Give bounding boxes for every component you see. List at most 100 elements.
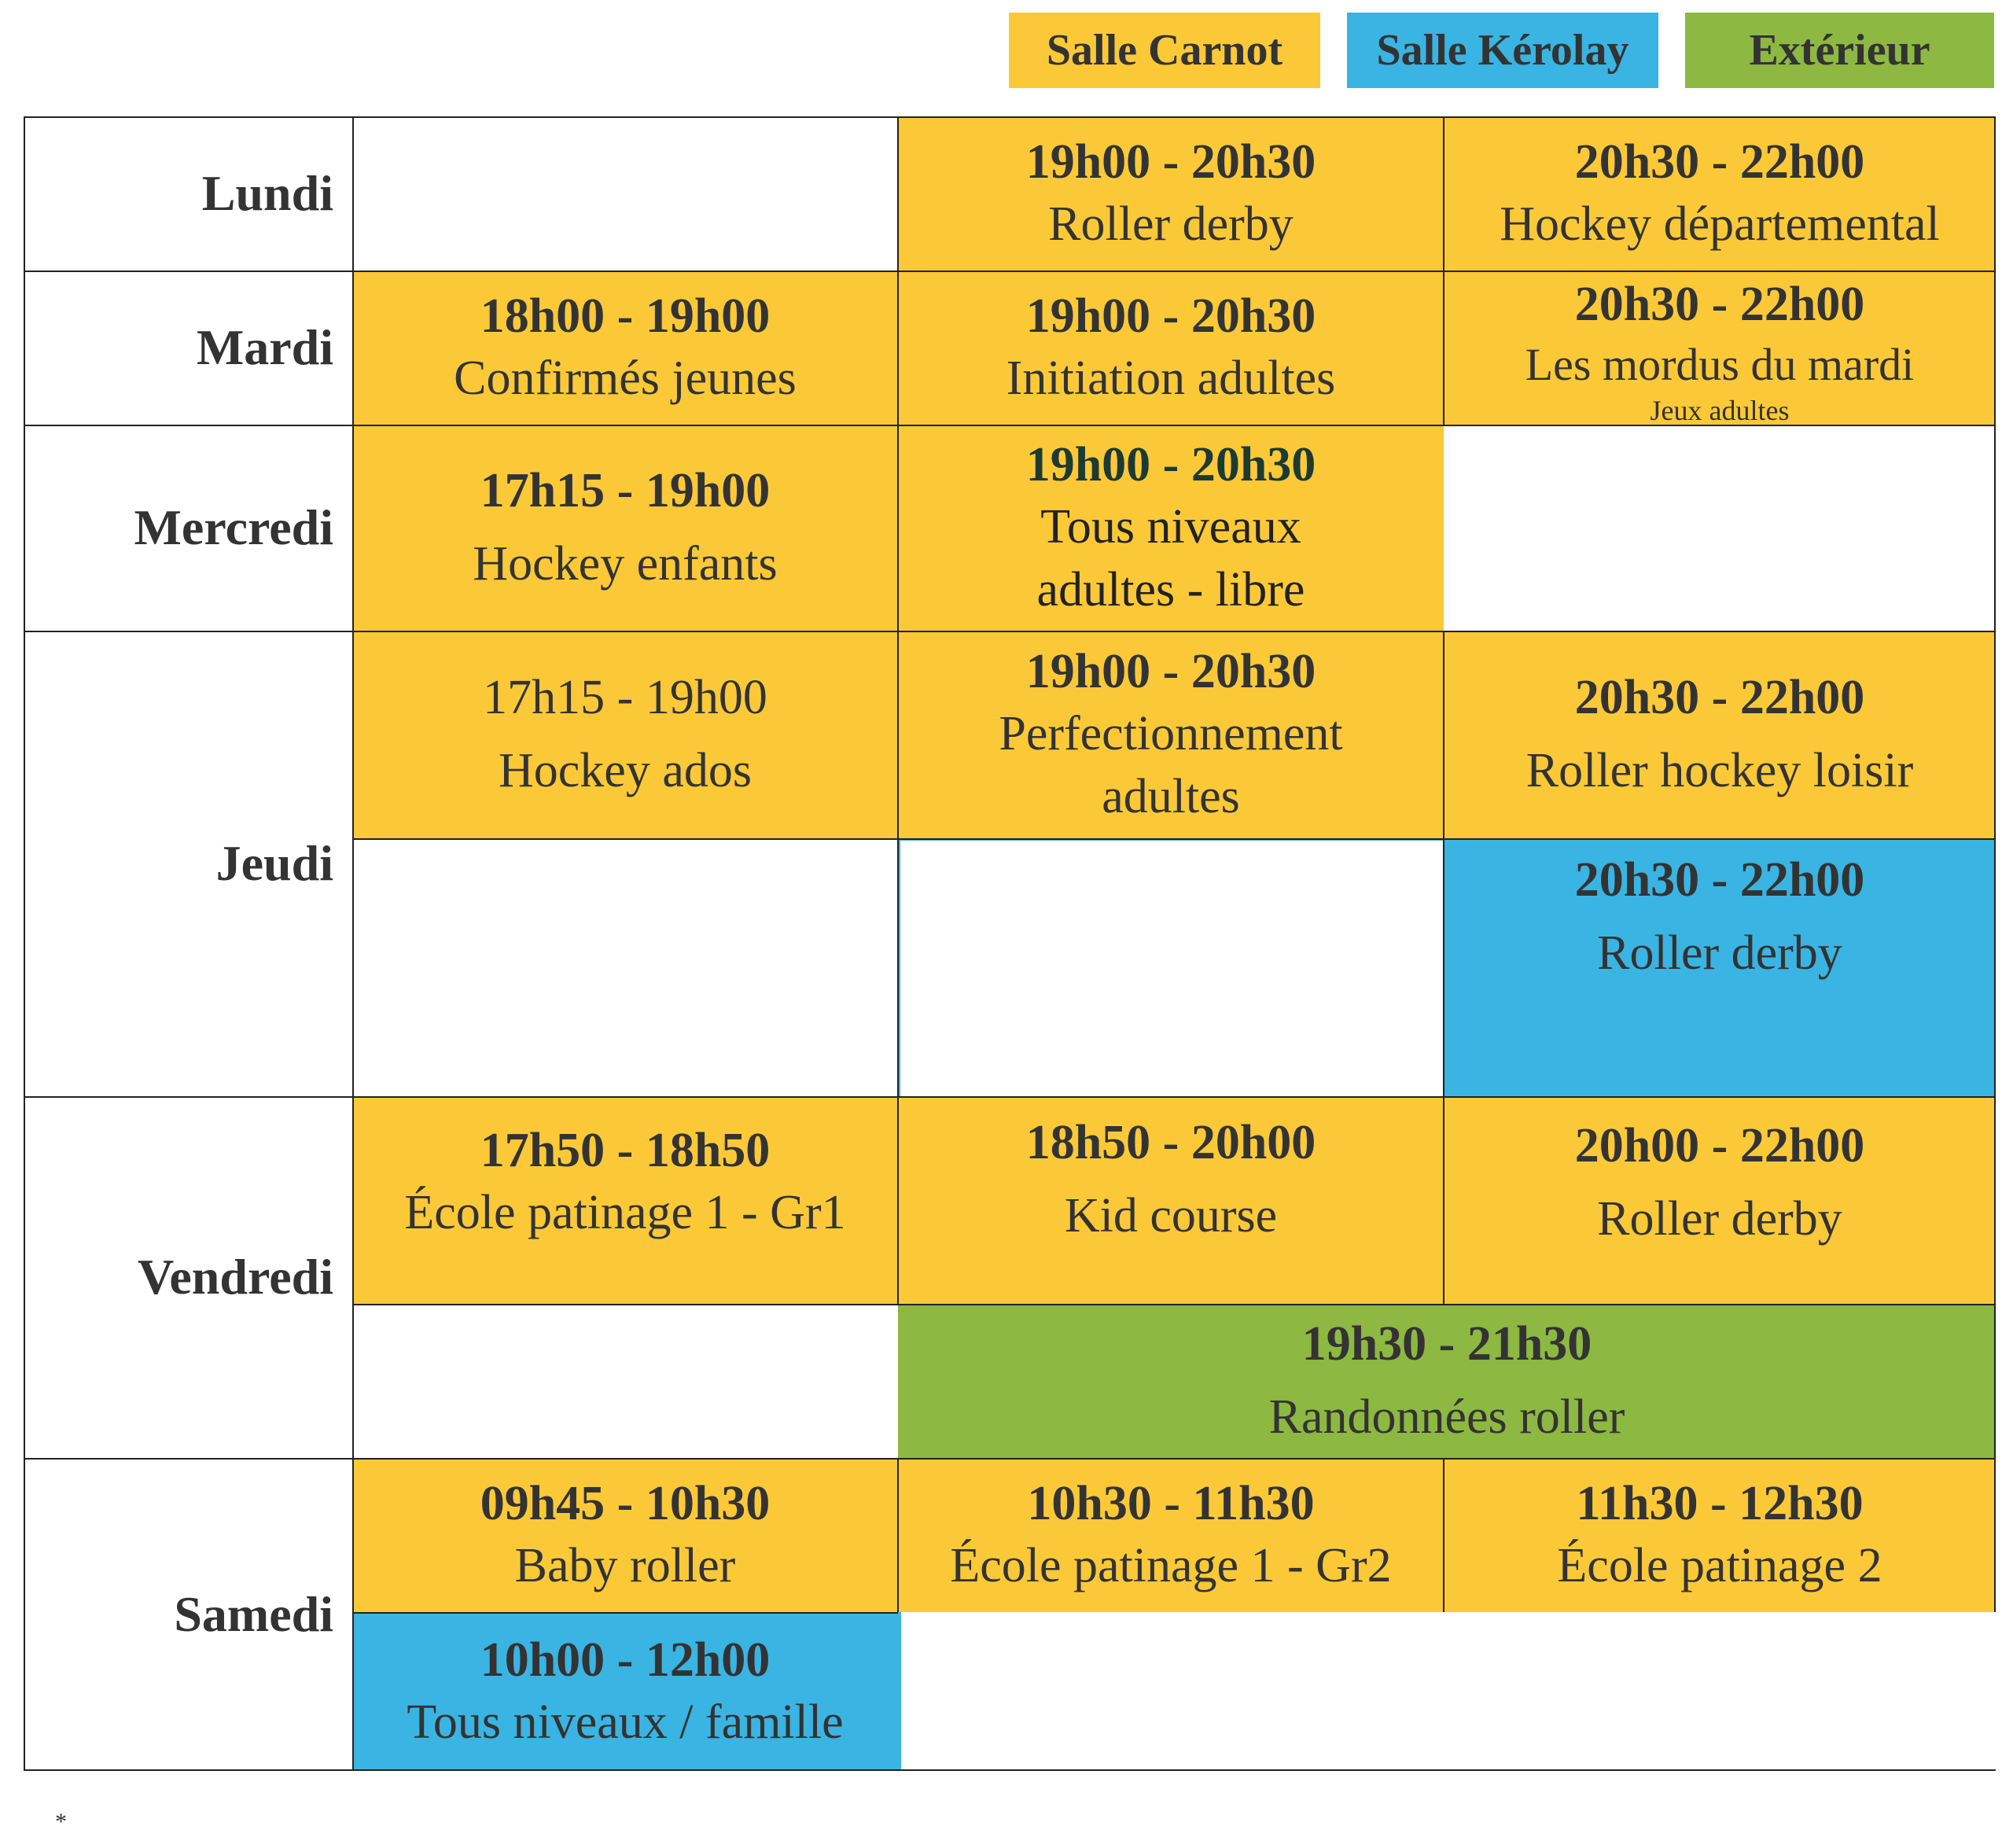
session-time: 10h00 - 12h00: [480, 1633, 771, 1687]
session-jeudi-hockey-ados: 17h15 - 19h00 Hockey ados: [352, 631, 898, 838]
session-time: 20h00 - 22h00: [1574, 1119, 1865, 1172]
day-text: Jeudi: [215, 835, 333, 891]
day-text: Vendredi: [138, 1249, 333, 1305]
session-vendredi-ecole-patinage-gr1: 17h50 - 18h50 École patinage 1 - Gr1: [352, 1096, 898, 1304]
session-mardi-initiation-adultes: 19h00 - 20h30 Initiation adultes: [898, 271, 1444, 425]
schedule-grid: Lundi Mardi Mercredi Jeudi Vendredi Same…: [24, 116, 1998, 1771]
session-activity: Baby roller: [514, 1539, 736, 1592]
grid-line: [352, 116, 354, 1771]
session-time: 19h00 - 20h30: [1025, 289, 1316, 343]
session-activity: École patinage 1 - Gr2: [950, 1539, 1392, 1592]
session-vendredi-roller-derby: 20h00 - 22h00 Roller derby: [1444, 1096, 1996, 1304]
legend-label: Salle Kérolay: [1376, 26, 1629, 75]
day-label-jeudi: Jeudi: [24, 631, 352, 1096]
legend-label: Salle Carnot: [1046, 26, 1283, 75]
day-text: Mardi: [196, 319, 333, 375]
session-activity: École patinage 1 - Gr1: [404, 1186, 846, 1239]
grid-line: [24, 116, 25, 1771]
session-activity: Hockey ados: [499, 744, 752, 797]
session-time: 20h30 - 22h00: [1574, 671, 1865, 724]
session-activity: Perfectionnement: [999, 707, 1343, 760]
day-label-lundi: Lundi: [24, 116, 352, 271]
session-time: 18h00 - 19h00: [480, 289, 771, 343]
day-text: Samedi: [174, 1586, 333, 1642]
day-label-samedi: Samedi: [24, 1458, 352, 1771]
session-activity: Confirmés jeunes: [454, 352, 797, 405]
grid-line: [24, 116, 1996, 118]
session-mercredi-hockey-enfants: 17h15 - 19h00 Hockey enfants: [352, 425, 898, 631]
session-time: 17h50 - 18h50: [480, 1124, 771, 1177]
session-vendredi-kid-course: 18h50 - 20h00 Kid course: [898, 1096, 1444, 1304]
grid-line: [1443, 631, 1444, 1304]
legend-exterieur: Extérieur: [1685, 13, 1994, 88]
session-samedi-baby-roller: 09h45 - 10h30 Baby roller: [352, 1458, 898, 1612]
empty-slot: [352, 116, 898, 271]
grid-line: [24, 1769, 1996, 1771]
session-activity: Initiation adultes: [1006, 352, 1336, 405]
session-activity: Hockey enfants: [473, 537, 778, 591]
grid-line: [352, 1304, 1996, 1305]
session-activity-line2: adultes - libre: [1036, 563, 1305, 617]
session-mardi-les-mordus: 20h30 - 22h00 Les mordus du mardi Jeux a…: [1444, 271, 1996, 426]
empty-slot: [898, 1612, 1996, 1771]
session-time: 20h30 - 22h00: [1574, 135, 1865, 189]
grid-line: [1994, 116, 1996, 1612]
session-time: 19h00 - 20h30: [1025, 135, 1316, 189]
session-activity: Roller derby: [1048, 197, 1294, 251]
day-label-vendredi: Vendredi: [24, 1096, 352, 1458]
empty-slot: [1444, 425, 1996, 631]
session-activity: École patinage 2: [1557, 1539, 1882, 1592]
session-time: 20h30 - 22h00: [1574, 853, 1865, 907]
grid-line: [24, 1096, 1996, 1098]
grid-line: [352, 1612, 898, 1614]
session-time: 10h30 - 11h30: [1027, 1477, 1315, 1530]
grid-line: [1443, 116, 1444, 425]
session-activity: Roller hockey loisir: [1525, 744, 1914, 797]
session-vendredi-randonnees-roller: 19h30 - 21h30 Randonnées roller: [898, 1304, 1996, 1458]
session-mercredi-tous-niveaux: 19h00 - 20h30 Tous niveaux adultes - lib…: [898, 425, 1444, 631]
session-activity: Kid course: [1064, 1189, 1278, 1242]
session-activity: Roller derby: [1597, 1192, 1842, 1246]
grid-line: [897, 116, 899, 1304]
session-jeudi-roller-hockey-loisir: 20h30 - 22h00 Roller hockey loisir: [1444, 631, 1996, 838]
session-samedi-ecole-patinage-2: 11h30 - 12h30 École patinage 2: [1444, 1458, 1996, 1612]
session-note: Jeux adultes: [1650, 395, 1790, 426]
session-jeudi-roller-derby-kerolay: 20h30 - 22h00 Roller derby: [1444, 838, 1996, 1096]
session-time: 18h50 - 20h00: [1025, 1116, 1316, 1169]
day-text: Lundi: [201, 165, 333, 221]
session-time: 19h00 - 20h30: [1025, 438, 1316, 491]
empty-slot: [352, 838, 898, 1096]
grid-line: [24, 425, 1996, 426]
grid-line: [24, 1458, 1996, 1460]
legend-salle-carnot: Salle Carnot: [1009, 13, 1320, 88]
session-activity: Hockey départemental: [1500, 197, 1940, 251]
session-lundi-hockey-departemental: 20h30 - 22h00 Hockey départemental: [1444, 116, 1996, 271]
session-time: 17h15 - 19h00: [480, 464, 771, 517]
footnote-marker: *: [55, 1809, 67, 1835]
session-activity: Tous niveaux: [1040, 500, 1301, 554]
session-jeudi-perfectionnement: 19h00 - 20h30 Perfectionnement adultes: [898, 631, 1444, 838]
grid-line: [352, 838, 1996, 840]
session-activity-line2: adultes: [1102, 770, 1240, 823]
grid-line: [24, 271, 1996, 272]
session-mardi-confirmes-jeunes: 18h00 - 19h00 Confirmés jeunes: [352, 271, 898, 425]
session-time: 17h15 - 19h00: [483, 671, 767, 724]
grid-line: [24, 631, 1996, 632]
day-label-mardi: Mardi: [24, 271, 352, 425]
session-time: 19h00 - 20h30: [1025, 645, 1316, 698]
session-time: 20h30 - 22h00: [1574, 278, 1865, 331]
empty-slot: [352, 1304, 898, 1458]
session-activity: Les mordus du mardi: [1525, 339, 1915, 390]
grid-line: [1443, 1458, 1444, 1612]
session-time: 09h45 - 10h30: [480, 1477, 771, 1530]
session-samedi-tous-niveaux-famille: 10h00 - 12h00 Tous niveaux / famille: [352, 1612, 898, 1771]
grid-line: [897, 1458, 899, 1612]
day-label-mercredi: Mercredi: [24, 425, 352, 631]
session-activity: Randonnées roller: [1268, 1390, 1625, 1444]
session-lundi-roller-derby: 19h00 - 20h30 Roller derby: [898, 116, 1444, 271]
session-time: 19h30 - 21h30: [1301, 1317, 1592, 1371]
legend-label: Extérieur: [1749, 26, 1930, 75]
empty-slot: [898, 838, 1444, 1096]
session-time: 11h30 - 12h30: [1576, 1477, 1864, 1530]
session-samedi-ecole-patinage-gr2: 10h30 - 11h30 École patinage 1 - Gr2: [898, 1458, 1444, 1612]
